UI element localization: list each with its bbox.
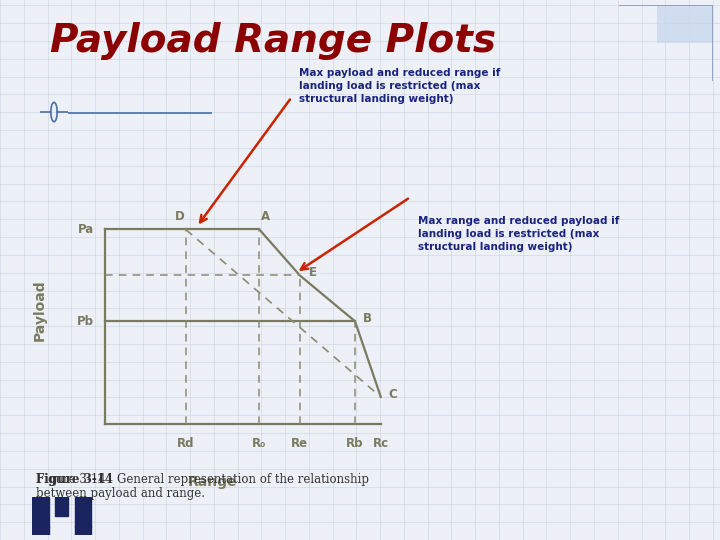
- Text: Range: Range: [187, 475, 237, 489]
- Text: Rb: Rb: [346, 437, 364, 450]
- Text: C: C: [388, 388, 397, 401]
- Text: A: A: [261, 210, 271, 222]
- Bar: [32, 525, 49, 535]
- Text: B: B: [362, 312, 372, 325]
- Bar: [55, 497, 68, 516]
- Text: Pa: Pa: [78, 223, 94, 236]
- Bar: [75, 525, 91, 535]
- Text: Figure 3-14   General representation of the relationship
between payload and ran: Figure 3-14 General representation of th…: [36, 472, 369, 501]
- Text: Re: Re: [292, 437, 308, 450]
- Text: E: E: [309, 266, 317, 279]
- Text: Max payload and reduced range if
landing load is restricted (max
structural land: Max payload and reduced range if landing…: [299, 68, 500, 104]
- Text: Rc: Rc: [373, 437, 389, 450]
- Bar: [32, 497, 49, 527]
- Text: Rd: Rd: [177, 437, 194, 450]
- Bar: [657, 5, 713, 43]
- Text: Payload Range Plots: Payload Range Plots: [50, 22, 496, 59]
- Text: Pb: Pb: [77, 315, 94, 328]
- Text: Figure 3-14: Figure 3-14: [36, 472, 113, 485]
- Bar: [75, 497, 91, 527]
- Text: R₀: R₀: [252, 437, 266, 450]
- Text: D: D: [176, 210, 185, 222]
- Text: Max range and reduced payload if
landing load is restricted (max
structural land: Max range and reduced payload if landing…: [418, 216, 619, 252]
- Text: Payload: Payload: [33, 280, 47, 341]
